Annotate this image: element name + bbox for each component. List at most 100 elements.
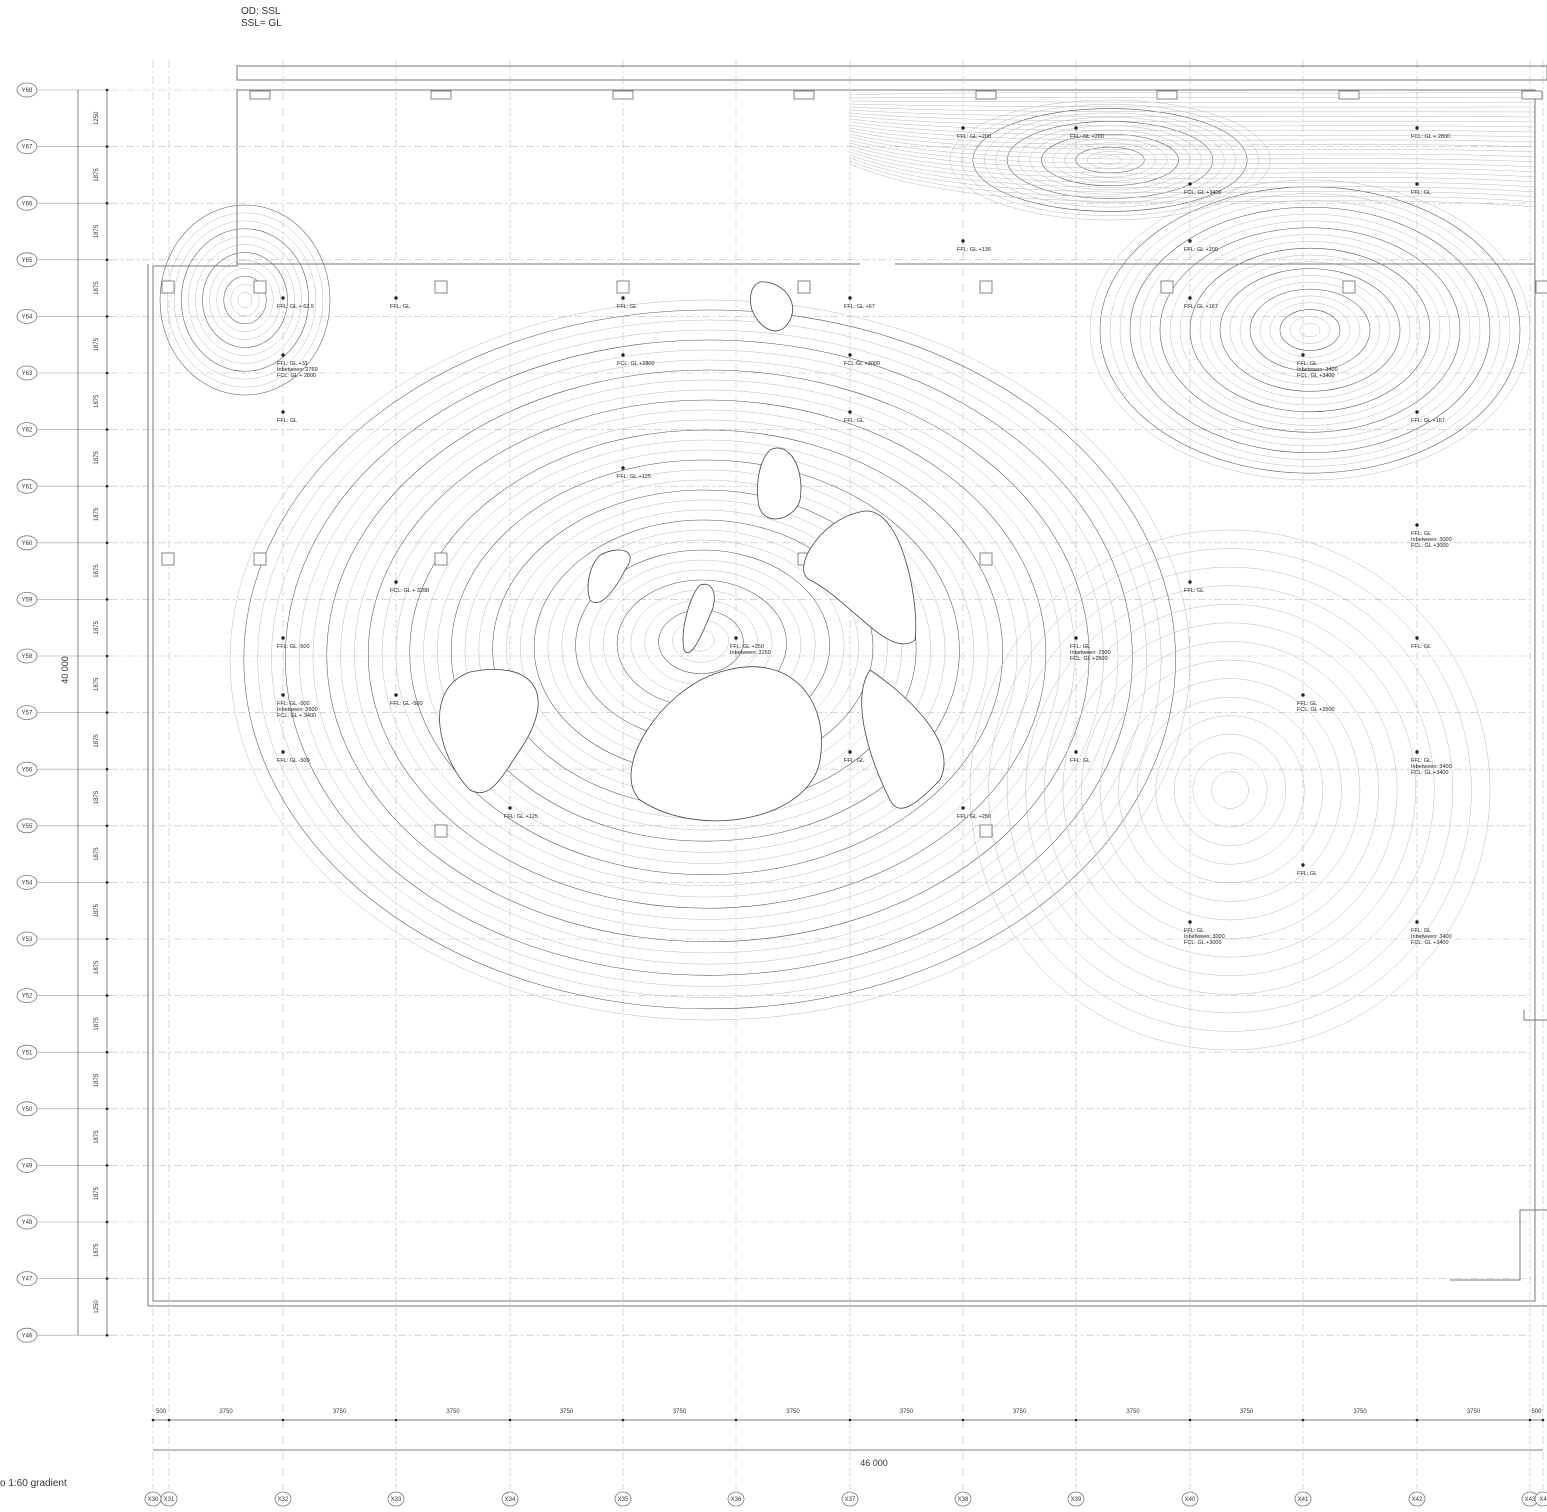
x-axis-bubble: X37 bbox=[841, 1491, 859, 1507]
x-axis-label: X42 bbox=[1412, 1497, 1423, 1503]
level-label: FCL: GL +3000 bbox=[1184, 940, 1222, 946]
contour-line bbox=[961, 104, 1259, 216]
level-point bbox=[1415, 126, 1419, 130]
contour-line bbox=[173, 220, 317, 380]
inner-wall bbox=[147, 264, 1547, 1307]
contour-line bbox=[1179, 241, 1441, 419]
level-annotation: FFL: GL +125 bbox=[504, 806, 538, 820]
contour-line bbox=[1219, 268, 1401, 392]
void-island bbox=[439, 668, 539, 793]
x-axis-label: X4 bbox=[1539, 1497, 1547, 1503]
level-label: Inbetween: 2500 bbox=[1070, 650, 1111, 656]
bubble-ring bbox=[1067, 1491, 1085, 1507]
level-annotation: FFL: GL -500 bbox=[277, 636, 310, 650]
level-point bbox=[621, 296, 625, 300]
contour-line bbox=[849, 118, 1536, 133]
level-label: FCL: GL + 3288 bbox=[390, 588, 429, 594]
x-axis-label: X43 bbox=[1525, 1497, 1536, 1503]
level-point bbox=[1074, 750, 1078, 754]
dim-segment-label: 1875 bbox=[94, 1017, 100, 1031]
dim-segment-label: 1875 bbox=[94, 1073, 100, 1087]
level-label: FCL: GL +2500 bbox=[1297, 707, 1335, 713]
contour-line bbox=[1018, 125, 1202, 195]
column-top bbox=[612, 90, 634, 100]
column-top bbox=[430, 90, 452, 100]
dim-tick bbox=[105, 201, 109, 205]
level-label: FFL: GL bbox=[1184, 928, 1204, 934]
y-axis-bubble: Y67 bbox=[16, 139, 110, 155]
column bbox=[797, 280, 811, 294]
y-axis-label: Y49 bbox=[22, 1163, 33, 1169]
dim-segment-label: 3750 bbox=[1126, 1409, 1140, 1415]
level-point bbox=[734, 636, 738, 640]
column-top bbox=[1338, 90, 1360, 100]
y-axis-label: Y65 bbox=[22, 258, 33, 264]
level-point bbox=[394, 296, 398, 300]
level-label: FFL: GL bbox=[277, 418, 297, 424]
level-annotation: FFL: GL bbox=[1411, 636, 1431, 650]
void-island bbox=[757, 447, 802, 520]
x-axis-bubble: X4 bbox=[1534, 1491, 1547, 1507]
x-axis-bubble: X42 bbox=[1408, 1491, 1426, 1507]
y-axis-label: Y59 bbox=[22, 597, 33, 603]
column bbox=[434, 824, 448, 838]
dim-segment-label: 1875 bbox=[94, 677, 100, 691]
contour-line bbox=[849, 100, 1536, 103]
contour-line bbox=[1044, 604, 1416, 976]
contour-line bbox=[1025, 585, 1435, 995]
contour-line bbox=[1099, 186, 1521, 474]
contour-line bbox=[437, 449, 975, 853]
contour-line bbox=[243, 309, 1176, 1010]
dim-segment-label: 1875 bbox=[94, 337, 100, 351]
dim-segment-label: 1875 bbox=[94, 1243, 100, 1257]
contour-line bbox=[1199, 254, 1421, 406]
level-label: FCL: GL +3400 bbox=[1411, 940, 1449, 946]
level-label: FFL: GL -500 bbox=[277, 701, 310, 707]
dim-segment-label: 1875 bbox=[94, 507, 100, 521]
level-point bbox=[1188, 920, 1192, 924]
dim-tick bbox=[105, 1107, 109, 1111]
contour-line bbox=[849, 106, 1536, 113]
dim-tick bbox=[105, 767, 109, 771]
x-axis-label: X41 bbox=[1298, 1497, 1309, 1503]
level-annotation: FFL: GL +200 bbox=[1184, 239, 1218, 253]
level-label: FCL: GL + 2800 bbox=[1411, 134, 1450, 140]
level-point bbox=[1415, 920, 1419, 924]
level-annotation: FFL: GL +136 bbox=[957, 239, 991, 253]
horizontal-dimensions: 500 3750 3750 3750 3750 3750 3750 3750 3750 3750 3… bbox=[151, 1409, 1545, 1468]
y-axis-label: Y63 bbox=[22, 371, 33, 377]
dim-tick bbox=[105, 881, 109, 884]
dim-segment-label: 1875 bbox=[94, 224, 100, 238]
level-label: FFL: GL bbox=[1411, 644, 1431, 650]
contour-line bbox=[972, 108, 1248, 212]
y-axis-bubble: Y56 bbox=[16, 761, 110, 777]
contour-line bbox=[849, 160, 1536, 203]
level-label: FFL: GL bbox=[1411, 531, 1431, 537]
building-outline bbox=[147, 65, 1547, 1307]
level-point bbox=[848, 410, 852, 414]
y-axis-bubble: Y66 bbox=[16, 195, 110, 211]
level-label: FCL: GL +3400 bbox=[1297, 373, 1335, 379]
level-label: FCL: GL +3400 bbox=[1184, 190, 1222, 196]
contour-line bbox=[1149, 220, 1471, 440]
dim-segment-label: 500 bbox=[156, 1409, 167, 1415]
level-label: Inbetween: 3000 bbox=[1184, 934, 1225, 940]
contour-line bbox=[1086, 151, 1134, 169]
level-annotation: FFL: GL +125 bbox=[617, 466, 651, 480]
contour-line bbox=[257, 319, 1162, 998]
level-label: Inbetween: 3900 bbox=[277, 707, 318, 713]
level-label: Inbetween: 3150 bbox=[730, 650, 771, 656]
contour-line bbox=[166, 212, 324, 388]
contour-line bbox=[849, 145, 1536, 178]
contour-line bbox=[450, 459, 960, 842]
dim-segment-label: 3750 bbox=[219, 1409, 233, 1415]
dim-tick bbox=[105, 1333, 109, 1337]
level-annotation: FCL: GL + 3288 bbox=[390, 580, 429, 594]
y-axis-label: Y52 bbox=[22, 994, 33, 1000]
void-island bbox=[861, 669, 945, 809]
level-point bbox=[394, 693, 398, 697]
x-axis-label: X31 bbox=[164, 1497, 175, 1503]
dim-total-label: 46 000 bbox=[860, 1458, 888, 1468]
dim-segment-label: 3750 bbox=[1353, 1409, 1367, 1415]
contour-line bbox=[1029, 129, 1191, 191]
